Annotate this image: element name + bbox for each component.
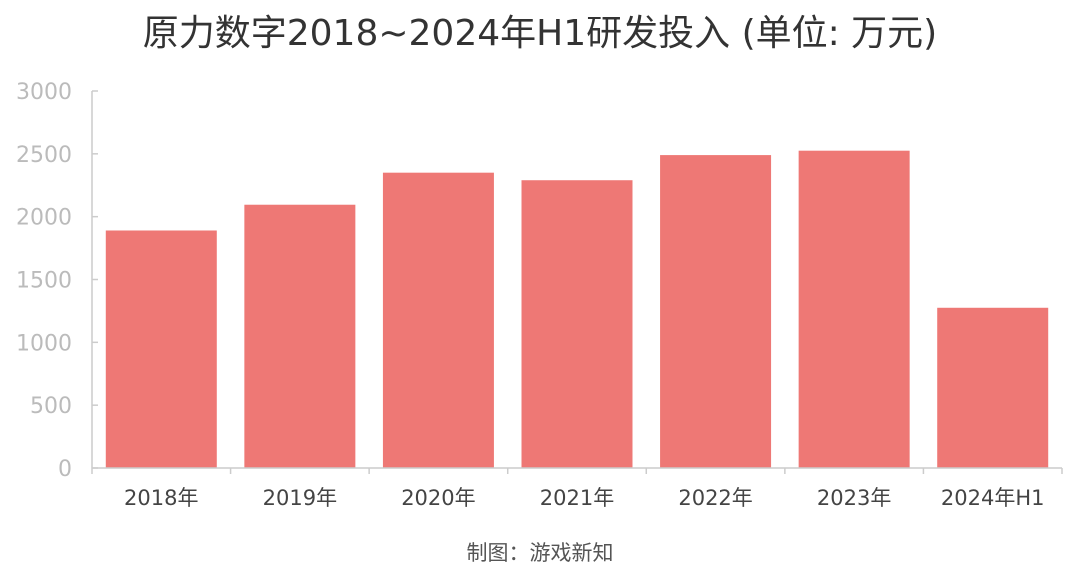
y-tick-label: 3000 [16,80,72,105]
x-tick-label: 2020年 [401,486,475,510]
bar [105,230,217,468]
y-tick-label: 500 [30,394,72,419]
bar [382,172,494,468]
x-tick-label: 2018年 [124,486,198,510]
x-tick-label: 2022年 [678,486,752,510]
y-tick-label: 1500 [16,269,72,294]
y-axis: 0 500 1000 1500 2000 2500 3000 [16,80,98,482]
chart-title: 原力数字2018~2024年H1研发投入 (单位: 万元) [142,13,938,54]
bars [105,150,1049,469]
y-tick-label: 1000 [16,331,72,356]
bar [521,180,633,468]
y-tick-label: 2000 [16,206,72,231]
source-note: 制图：游戏新知 [466,541,614,565]
bar [660,155,772,468]
bar [244,204,356,468]
x-axis: 2018年 2019年 2020年 2021年 2022年 2023年 2024年H1 [91,467,1063,510]
bar [937,307,1049,468]
x-tick-label: 2024年H1 [941,486,1045,510]
y-tick-label: 2500 [16,143,72,168]
x-tick-label: 2023年 [817,486,891,510]
x-tick-label: 2021年 [540,486,614,510]
y-tick-label: 0 [58,457,72,482]
bar [798,150,910,469]
x-tick-label: 2019年 [263,486,337,510]
